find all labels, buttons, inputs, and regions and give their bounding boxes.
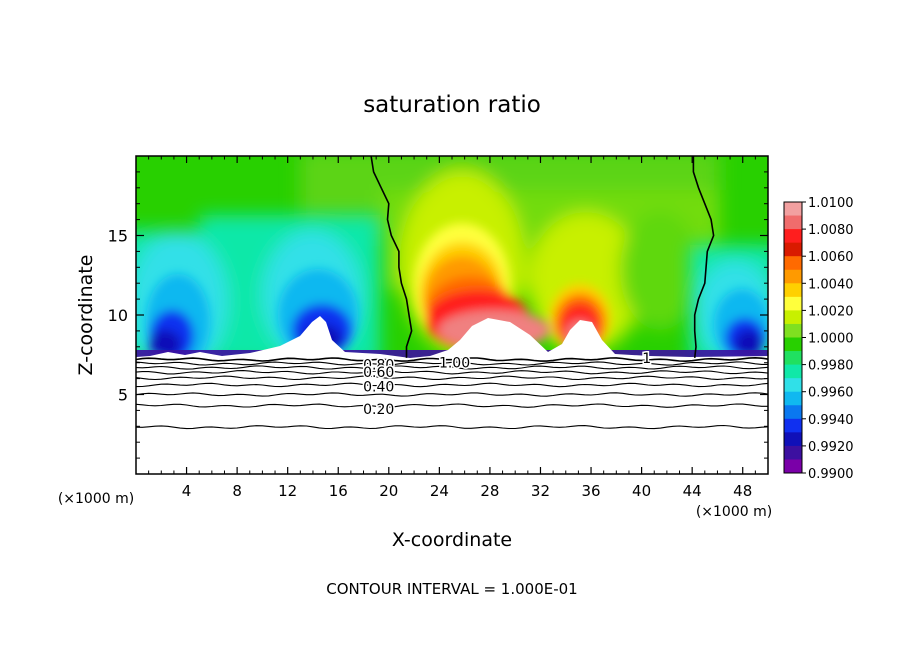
contour-line [136,392,768,397]
contour-lines [136,356,768,430]
y-tick-label: 15 [108,227,128,246]
cloud-boundary-left [370,156,413,358]
contour-label: 0.40 [363,380,394,396]
contour-line [136,365,768,370]
contour-label: 0.80 [363,357,394,373]
colorbar-tick-label: 0.9920 [808,440,854,455]
x-tick-label: 20 [379,482,398,500]
colorbar-swatch [784,310,802,325]
contour-label: 1 [642,351,651,367]
colorbar-tick-label: 0.9980 [808,359,854,374]
colorbar-swatch [784,418,802,433]
colorbar-swatch [784,391,802,406]
y-tick-label: 10 [108,306,128,325]
colorbar-tick-label: 0.9960 [808,386,854,401]
contour-labels: 0.800.600.40 0.20 1.00 1 [362,349,653,419]
contour-interval-footer: CONTOUR INTERVAL = 1.000E-01 [326,580,577,598]
contour-line [136,356,768,363]
contour-line [136,382,768,388]
contour-line [136,375,768,381]
colorbar-tick-label: 1.0060 [808,250,854,265]
x-tick-label: 8 [232,482,242,500]
contour-label: 0.60 [363,365,394,381]
contour-line [136,403,768,408]
x-tick-label: 36 [581,482,600,500]
cloud-boundary-lines [370,156,715,358]
colorbar-swatch [784,459,802,474]
x-tick-label: 4 [182,482,192,500]
x-tick-label: 16 [329,482,348,500]
x-axis: 4 8 12 16 20 24 28 32 36 40 44 48 [148,156,756,500]
colorbar-tick-label: 1.0020 [808,304,854,319]
colorbar-swatch [784,256,802,271]
colorbar-swatch [784,269,802,284]
x-tick-label: 12 [278,482,297,500]
x-tick-label: 40 [632,482,651,500]
colorbar-swatch [784,296,802,311]
colorbar-tick-label: 1.0100 [808,196,854,211]
colorbar-swatch [784,378,802,393]
plot-area [136,156,768,474]
x-tick-label: 32 [531,482,550,500]
y-axis-label: Z-coordinate [75,255,97,376]
colorbar-swatch [784,242,802,257]
colorbar-swatch [784,283,802,298]
contour-label: 0.20 [363,402,394,418]
colorbar-swatch [784,202,802,217]
cloud-boundary-right [692,156,715,358]
colorbar-swatch [784,351,802,366]
x-axis-label: X-coordinate [392,529,512,551]
colorbar-swatch [784,229,802,244]
x-unit-left: (×1000 m) [58,491,134,507]
colorbar-tick-label: 1.0080 [808,223,854,238]
contour-line [136,370,768,375]
y-axis: 5 10 15 [108,171,768,459]
x-tick-label: 24 [430,482,449,500]
colorbar-swatch [784,337,802,352]
colorbar-swatch [784,405,802,420]
saturation-field [136,156,768,372]
chart-title: saturation ratio [363,92,541,118]
colorbar-swatch [784,445,802,460]
contour-label: 1.00 [439,356,470,372]
x-unit-right: (×1000 m) [696,504,772,520]
contour-line [136,361,768,366]
x-tick-label: 44 [683,482,702,500]
colorbar-swatch [784,364,802,379]
colorbar-swatch [784,432,802,447]
y-tick-label: 5 [118,386,128,405]
colorbar-tick-label: 1.0040 [808,277,854,292]
contour-line [136,424,768,430]
colorbar: 1.0100 1.0080 1.0060 1.0040 1.0020 1.0000 0.99… [783,196,854,482]
colorbar-tick-label: 0.9900 [808,467,854,482]
colorbar-swatch [784,215,802,230]
colorbar-swatch [784,323,802,338]
x-tick-label: 28 [480,482,499,500]
x-tick-label: 48 [733,482,752,500]
colorbar-tick-label: 1.0000 [808,332,854,347]
colorbar-tick-label: 0.9940 [808,413,854,428]
